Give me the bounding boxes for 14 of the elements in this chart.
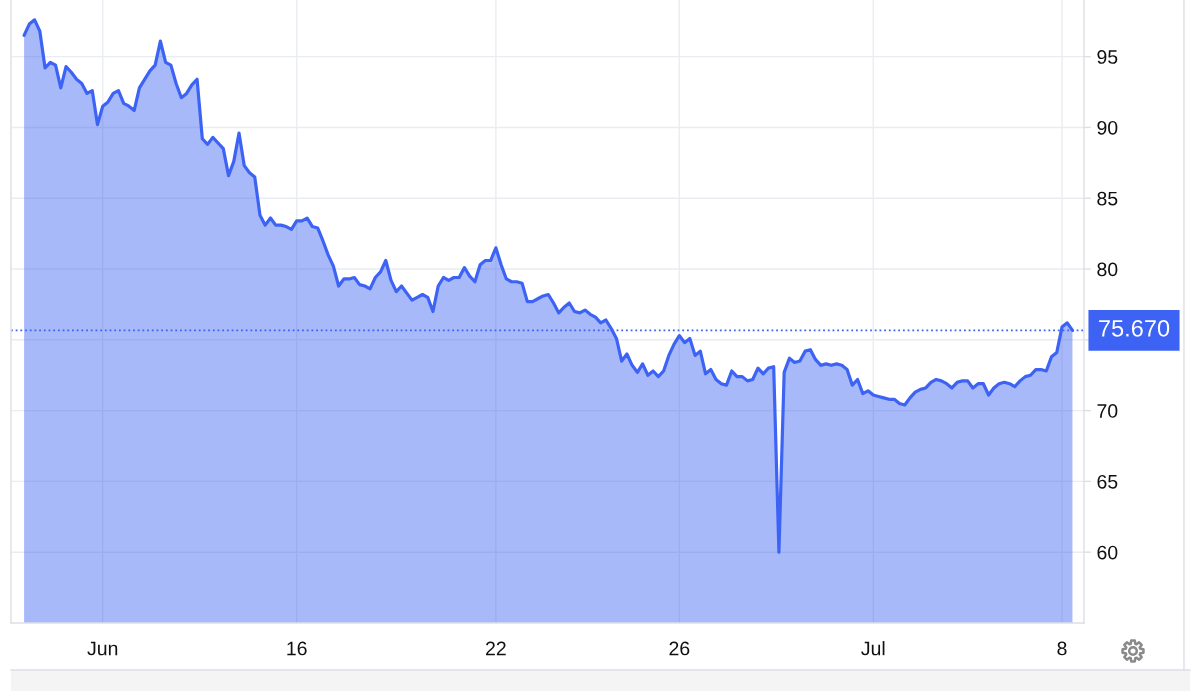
x-tick-label: 16	[287, 641, 307, 656]
y-tick-label: 95	[1097, 50, 1118, 64]
y-tick-label: 90	[1097, 120, 1118, 135]
y-tick-label: 85	[1097, 191, 1118, 206]
x-tick-label: Jun	[87, 641, 118, 656]
x-tick-label: 22	[486, 641, 506, 656]
y-tick-label: 60	[1097, 545, 1118, 560]
ref-line-label: 75.670	[1099, 319, 1170, 337]
x-tick-label: 26	[669, 641, 690, 656]
y-tick-label: 65	[1097, 474, 1118, 489]
x-tick-label: 8	[1057, 641, 1067, 656]
x-tick-label: Jul	[861, 641, 885, 656]
y-tick-label: 80	[1097, 262, 1118, 277]
y-tick-label: 70	[1097, 404, 1118, 418]
